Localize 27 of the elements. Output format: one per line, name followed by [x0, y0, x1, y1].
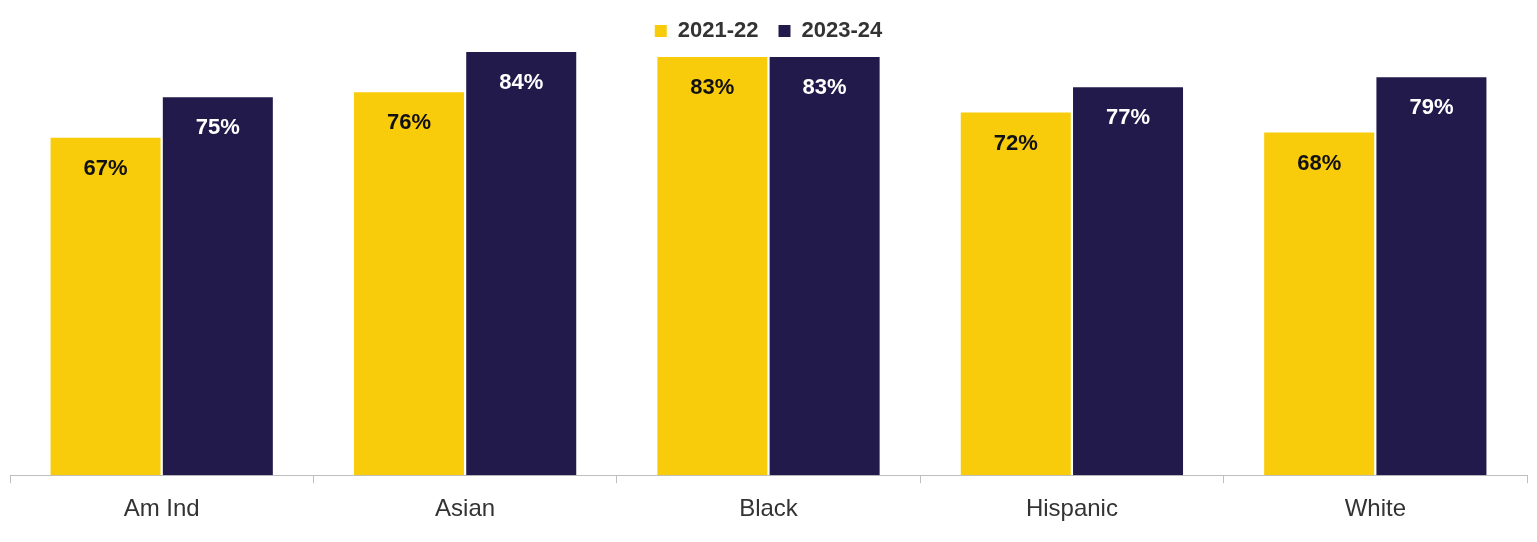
data-label: 76% — [386, 109, 431, 135]
bar — [960, 112, 1071, 476]
data-label: 83% — [802, 74, 847, 100]
x-tick-label: Am Ind — [123, 494, 200, 522]
bar — [162, 97, 273, 476]
bar — [50, 137, 161, 476]
data-label: 75% — [195, 114, 240, 140]
data-label: 79% — [1409, 94, 1454, 120]
bar — [1264, 132, 1375, 476]
bar — [1376, 77, 1487, 476]
data-label: 67% — [83, 154, 128, 180]
bar — [353, 92, 464, 476]
data-label: 72% — [993, 129, 1038, 155]
legend-label: 2021-22 — [677, 17, 759, 43]
data-label: 77% — [1106, 104, 1151, 130]
x-tick-label: Black — [739, 494, 799, 522]
x-tick-label: Asian — [435, 494, 496, 522]
x-tick-label: White — [1344, 494, 1406, 522]
data-label: 68% — [1297, 149, 1342, 175]
x-tick-label: Hispanic — [1025, 494, 1118, 522]
data-label: 83% — [690, 74, 735, 100]
bar — [1073, 87, 1184, 476]
legend-label: 2023-24 — [801, 17, 883, 43]
data-label: 84% — [499, 69, 544, 95]
bar — [657, 57, 768, 476]
bar — [466, 52, 577, 476]
bar — [769, 57, 880, 476]
